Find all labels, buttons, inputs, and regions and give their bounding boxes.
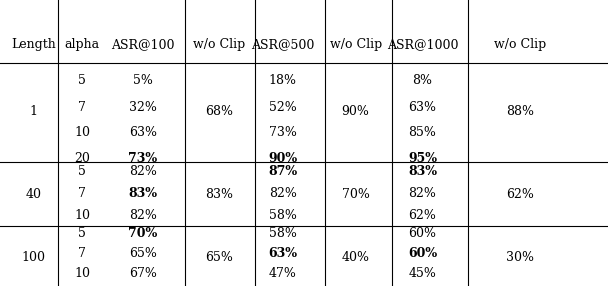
Text: 7: 7 bbox=[78, 247, 86, 260]
Text: w/o Clip: w/o Clip bbox=[193, 38, 245, 51]
Text: 65%: 65% bbox=[205, 251, 233, 264]
Text: w/o Clip: w/o Clip bbox=[494, 38, 546, 51]
Text: 10: 10 bbox=[74, 267, 90, 280]
Text: 62%: 62% bbox=[409, 209, 437, 223]
Text: 70%: 70% bbox=[342, 188, 370, 201]
Text: 73%: 73% bbox=[269, 126, 297, 140]
Text: 8%: 8% bbox=[413, 74, 432, 87]
Text: 60%: 60% bbox=[408, 247, 437, 260]
Text: 95%: 95% bbox=[408, 152, 437, 165]
Text: 47%: 47% bbox=[269, 267, 297, 280]
Text: 7: 7 bbox=[78, 186, 86, 200]
Text: 5: 5 bbox=[78, 165, 86, 178]
Text: 63%: 63% bbox=[409, 101, 437, 114]
Text: 40: 40 bbox=[26, 188, 41, 201]
Text: 85%: 85% bbox=[409, 126, 437, 140]
Text: 20: 20 bbox=[74, 152, 90, 165]
Text: 82%: 82% bbox=[129, 165, 157, 178]
Text: 73%: 73% bbox=[128, 152, 157, 165]
Text: 82%: 82% bbox=[409, 186, 437, 200]
Text: 63%: 63% bbox=[268, 247, 297, 260]
Text: 82%: 82% bbox=[129, 209, 157, 223]
Text: 68%: 68% bbox=[205, 105, 233, 118]
Text: 83%: 83% bbox=[128, 186, 157, 200]
Text: 90%: 90% bbox=[268, 152, 297, 165]
Text: 62%: 62% bbox=[506, 188, 534, 201]
Text: 60%: 60% bbox=[409, 227, 437, 240]
Text: 83%: 83% bbox=[205, 188, 233, 201]
Text: Length: Length bbox=[11, 38, 56, 51]
Text: 65%: 65% bbox=[129, 247, 157, 260]
Text: 87%: 87% bbox=[268, 165, 297, 178]
Text: ASR@1000: ASR@1000 bbox=[387, 38, 458, 51]
Text: 10: 10 bbox=[74, 126, 90, 140]
Text: 52%: 52% bbox=[269, 101, 297, 114]
Text: 88%: 88% bbox=[506, 105, 534, 118]
Text: ASR@500: ASR@500 bbox=[251, 38, 314, 51]
Text: 10: 10 bbox=[74, 209, 90, 223]
Text: ASR@100: ASR@100 bbox=[111, 38, 174, 51]
Text: 1: 1 bbox=[29, 105, 38, 118]
Text: 30%: 30% bbox=[506, 251, 534, 264]
Text: 58%: 58% bbox=[269, 209, 297, 223]
Text: 32%: 32% bbox=[129, 101, 157, 114]
Text: 40%: 40% bbox=[342, 251, 370, 264]
Text: 5: 5 bbox=[78, 227, 86, 240]
Text: 82%: 82% bbox=[269, 186, 297, 200]
Text: 7: 7 bbox=[78, 101, 86, 114]
Text: 83%: 83% bbox=[408, 165, 437, 178]
Text: 5: 5 bbox=[78, 74, 86, 87]
Text: 63%: 63% bbox=[129, 126, 157, 140]
Text: 90%: 90% bbox=[342, 105, 370, 118]
Text: 70%: 70% bbox=[128, 227, 157, 240]
Text: 18%: 18% bbox=[269, 74, 297, 87]
Text: 67%: 67% bbox=[129, 267, 157, 280]
Text: w/o Clip: w/o Clip bbox=[330, 38, 382, 51]
Text: 58%: 58% bbox=[269, 227, 297, 240]
Text: 5%: 5% bbox=[133, 74, 153, 87]
Text: alpha: alpha bbox=[64, 38, 100, 51]
Text: 100: 100 bbox=[21, 251, 46, 264]
Text: 45%: 45% bbox=[409, 267, 437, 280]
